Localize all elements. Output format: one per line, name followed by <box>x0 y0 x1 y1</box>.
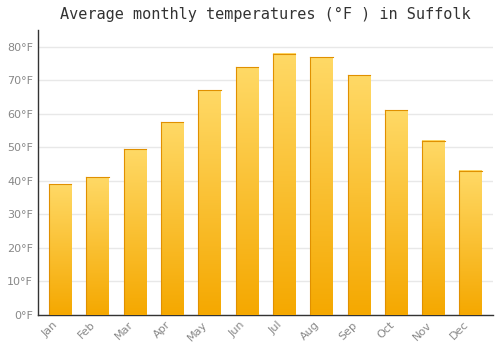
Title: Average monthly temperatures (°F ) in Suffolk: Average monthly temperatures (°F ) in Su… <box>60 7 470 22</box>
